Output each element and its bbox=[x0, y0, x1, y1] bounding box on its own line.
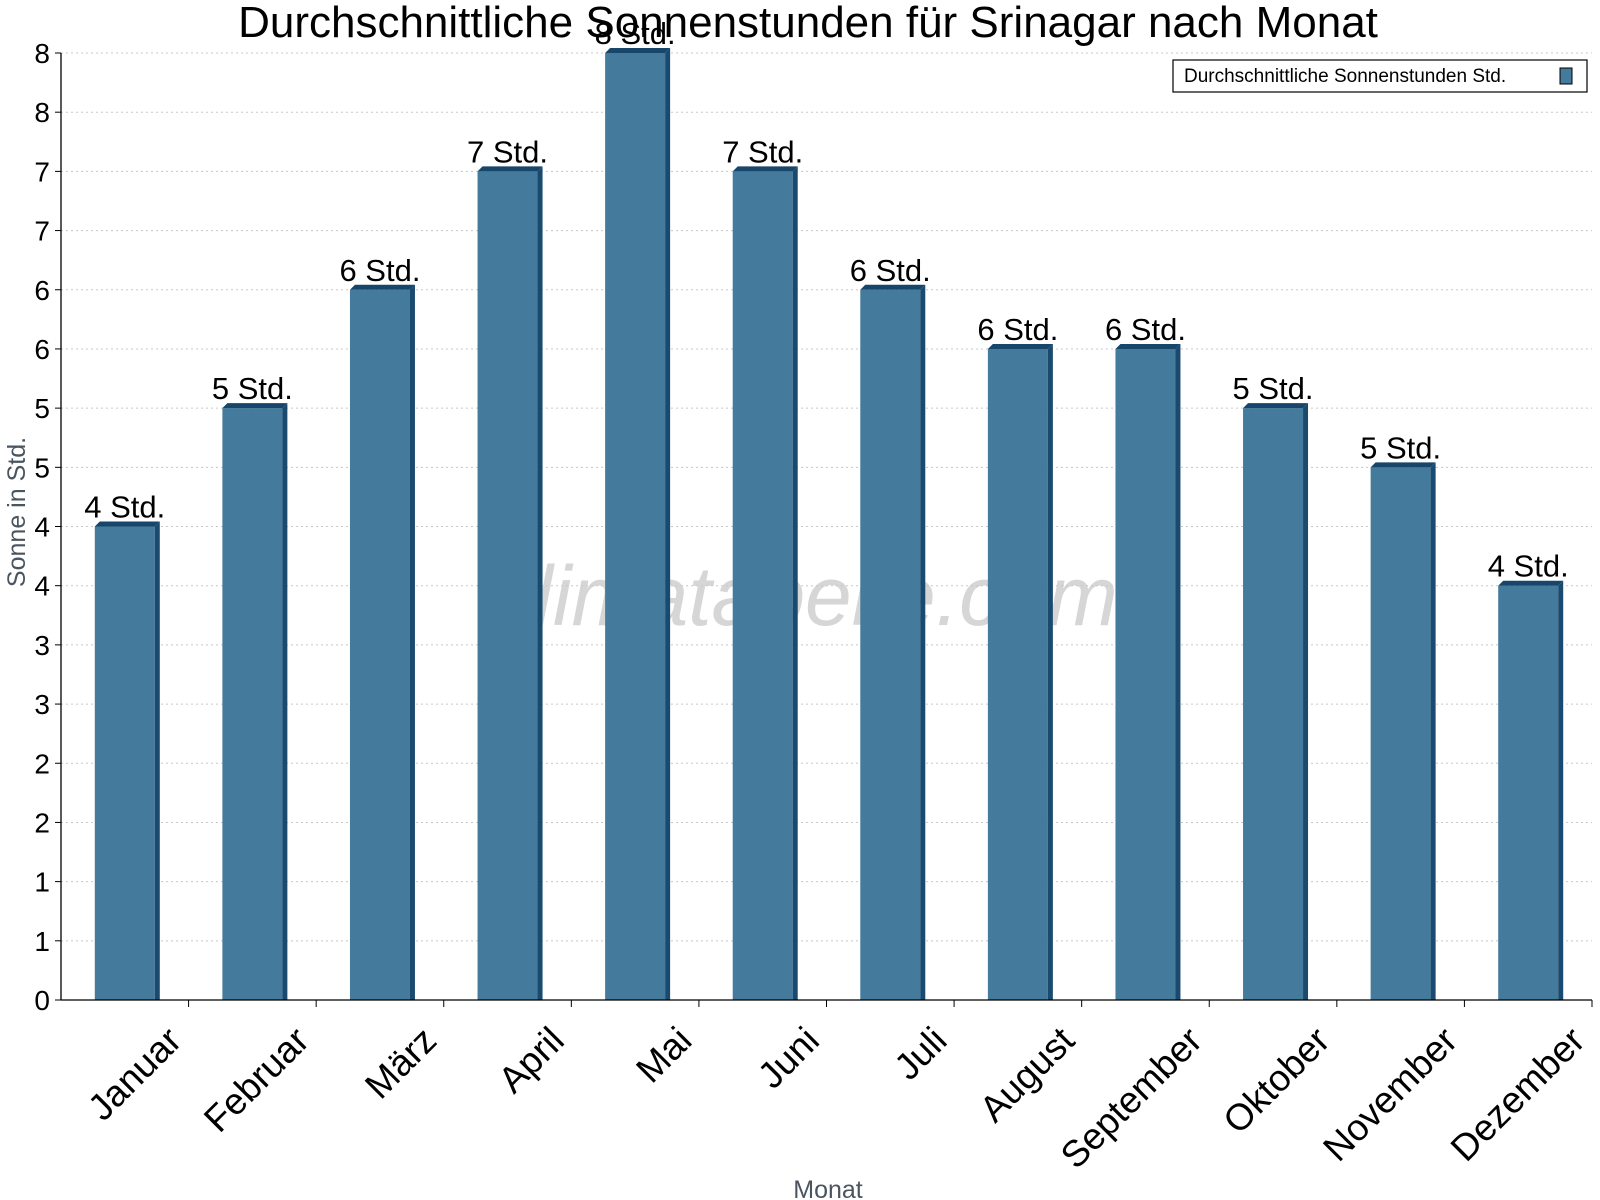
bar-side bbox=[537, 166, 543, 1000]
bar-top bbox=[94, 521, 160, 527]
data-label: 5 Std. bbox=[212, 371, 293, 406]
data-label: 4 Std. bbox=[84, 490, 165, 525]
y-tick-label: 7 bbox=[34, 216, 50, 247]
legend-box bbox=[1172, 59, 1588, 93]
bar bbox=[860, 289, 921, 1000]
bar-top bbox=[860, 284, 926, 290]
data-label: 7 Std. bbox=[722, 134, 803, 169]
bar-side bbox=[665, 48, 671, 1000]
x-tick-label: Dezember bbox=[1443, 1019, 1593, 1169]
bar-top bbox=[349, 284, 415, 290]
x-tick-label: Juli bbox=[886, 1019, 954, 1087]
y-tick-label: 1 bbox=[34, 867, 50, 898]
data-label: 6 Std. bbox=[977, 312, 1058, 347]
data-label: 8 Std. bbox=[595, 16, 676, 51]
bar bbox=[1115, 348, 1176, 1000]
bar bbox=[94, 526, 155, 1000]
grid bbox=[61, 52, 1592, 942]
y-tick-label: 7 bbox=[34, 156, 50, 187]
y-tick-label: 8 bbox=[34, 97, 50, 128]
y-tick-label: 3 bbox=[34, 689, 50, 720]
bar-side bbox=[282, 403, 288, 1000]
x-axis-title: Monat bbox=[793, 1176, 863, 1200]
y-axis-title: Sonne in Std. bbox=[3, 437, 31, 587]
x-tick-label: Juni bbox=[750, 1019, 827, 1096]
bar bbox=[222, 408, 283, 1000]
bar-side bbox=[920, 284, 926, 1000]
bar-side bbox=[1558, 580, 1564, 1000]
bar-side bbox=[409, 284, 415, 1000]
x-tick-label: März bbox=[357, 1019, 444, 1106]
y-tick-label: 2 bbox=[34, 748, 50, 779]
bar bbox=[987, 348, 1048, 1000]
bar-top bbox=[987, 343, 1053, 349]
bar-top bbox=[1243, 403, 1309, 409]
bar-side bbox=[1175, 343, 1181, 1000]
y-tick-label: 3 bbox=[34, 630, 50, 661]
y-tick-label: 5 bbox=[34, 393, 50, 424]
y-tick-label: 2 bbox=[34, 807, 50, 838]
legend-swatch bbox=[1559, 67, 1573, 85]
bar-top bbox=[605, 48, 671, 53]
bar-side bbox=[1303, 403, 1309, 1000]
bar-top bbox=[1498, 580, 1564, 586]
y-tick-label: 0 bbox=[34, 985, 50, 1016]
bar-top bbox=[222, 403, 288, 409]
bar bbox=[1370, 467, 1431, 1000]
bar bbox=[1498, 585, 1559, 1000]
y-tick-label: 5 bbox=[34, 452, 50, 483]
y-tick-label: 8 bbox=[34, 38, 50, 69]
x-tick-label: Oktober bbox=[1215, 1019, 1337, 1141]
bar-top bbox=[477, 166, 543, 172]
data-label: 6 Std. bbox=[1105, 312, 1186, 347]
y-tick-label: 1 bbox=[34, 926, 50, 957]
bar bbox=[349, 289, 410, 1000]
legend: Durchschnittliche Sonnenstunden Std. bbox=[1172, 59, 1588, 93]
y-tick-label: 6 bbox=[34, 275, 50, 306]
bar bbox=[477, 171, 538, 1000]
bar-top bbox=[1115, 343, 1181, 349]
x-tick-label: August bbox=[972, 1019, 1083, 1130]
data-label: 4 Std. bbox=[1488, 549, 1569, 584]
data-label: 5 Std. bbox=[1360, 430, 1441, 465]
bars: 4 Std. 5 Std. 6 Std. 7 Std. 8 Std. 7 Std. 6 St… bbox=[84, 16, 1569, 1000]
x-tick-label: November bbox=[1315, 1019, 1465, 1169]
x-tick-label: April bbox=[491, 1019, 572, 1100]
bar-top bbox=[1370, 462, 1436, 468]
data-label: 5 Std. bbox=[1233, 371, 1314, 406]
y-tick-label: 4 bbox=[34, 512, 50, 543]
bar-side bbox=[792, 166, 798, 1000]
bar bbox=[1243, 408, 1304, 1000]
y-tick-label: 6 bbox=[34, 334, 50, 365]
bar-top bbox=[732, 166, 798, 172]
bar-side bbox=[1047, 343, 1053, 1000]
data-label: 6 Std. bbox=[850, 253, 931, 288]
bar bbox=[605, 53, 666, 1000]
x-tick-label: Januar bbox=[80, 1019, 189, 1128]
data-label: 6 Std. bbox=[339, 253, 420, 288]
data-label: 7 Std. bbox=[467, 134, 548, 169]
bar-side bbox=[154, 521, 160, 1000]
y-tick-label: 4 bbox=[34, 571, 50, 602]
bar bbox=[732, 171, 793, 1000]
chart-title: Durchschnittliche Sonnenstunden für Srin… bbox=[238, 0, 1378, 47]
legend-label: Durchschnittliche Sonnenstunden Std. bbox=[1184, 66, 1506, 87]
x-tick-label: Mai bbox=[628, 1019, 699, 1090]
x-tick-label: Februar bbox=[196, 1019, 317, 1140]
bar-side bbox=[1430, 462, 1436, 1000]
